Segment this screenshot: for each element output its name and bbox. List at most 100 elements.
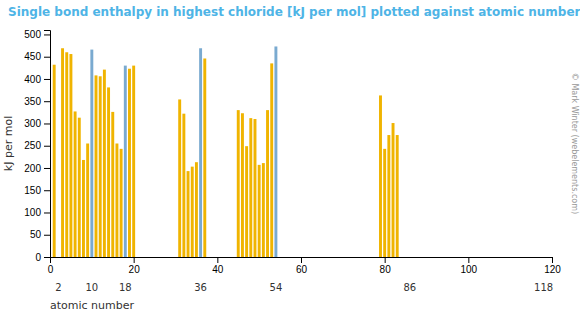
y-tick-label: 450 bbox=[24, 51, 41, 62]
period-label: 118 bbox=[534, 282, 553, 293]
bar bbox=[132, 66, 135, 257]
y-tick: 500 bbox=[24, 29, 50, 40]
x-tick: 0 bbox=[48, 257, 54, 275]
y-tick-mark bbox=[44, 168, 50, 169]
x-tick-mark bbox=[301, 257, 302, 263]
y-tick-mark bbox=[44, 190, 50, 191]
bar bbox=[78, 118, 81, 257]
y-tick-label: 0 bbox=[35, 252, 41, 263]
period-label: 10 bbox=[85, 282, 98, 293]
x-tick-label: 40 bbox=[212, 264, 224, 275]
bar bbox=[90, 50, 93, 257]
bar bbox=[262, 163, 265, 257]
x-tick-label: 0 bbox=[48, 264, 54, 275]
y-tick-mark bbox=[44, 235, 50, 236]
y-tick-mark bbox=[44, 146, 50, 147]
y-tick: 350 bbox=[24, 96, 50, 107]
bar bbox=[199, 48, 202, 257]
y-tick-mark bbox=[44, 57, 50, 58]
bar bbox=[274, 46, 277, 257]
y-axis-line bbox=[44, 31, 51, 258]
bar bbox=[241, 113, 244, 257]
x-tick-label: 60 bbox=[296, 264, 308, 275]
bar bbox=[245, 146, 248, 257]
y-tick-mark bbox=[44, 101, 50, 102]
y-tick-label: 100 bbox=[24, 207, 41, 218]
y-tick-label: 150 bbox=[24, 185, 41, 196]
x-tick-label: 80 bbox=[380, 264, 392, 275]
period-label: 54 bbox=[270, 282, 283, 293]
y-tick-mark bbox=[44, 123, 50, 124]
x-tick: 100 bbox=[460, 257, 477, 275]
bar bbox=[74, 111, 77, 257]
bar bbox=[182, 114, 185, 257]
bar bbox=[53, 65, 56, 257]
bar bbox=[237, 110, 240, 257]
bar bbox=[396, 135, 399, 257]
x-axis: 0 20 40 60 80 100 120 bbox=[48, 257, 562, 275]
bar bbox=[178, 99, 181, 257]
x-tick: 60 bbox=[296, 257, 308, 275]
period-label: 18 bbox=[119, 282, 132, 293]
bar bbox=[103, 70, 106, 257]
bar bbox=[195, 162, 198, 257]
bar bbox=[82, 160, 85, 257]
x-tick: 20 bbox=[129, 257, 141, 275]
bar bbox=[383, 149, 386, 257]
bar bbox=[379, 95, 382, 257]
x-tick-label: 20 bbox=[129, 264, 141, 275]
y-tick-label: 50 bbox=[30, 229, 42, 240]
x-tick-mark bbox=[385, 257, 386, 263]
y-tick: 450 bbox=[24, 51, 50, 62]
bar bbox=[115, 144, 118, 258]
bar bbox=[392, 123, 395, 257]
y-tick-mark bbox=[44, 34, 50, 35]
y-tick-mark bbox=[44, 212, 50, 213]
bar bbox=[258, 165, 261, 257]
x-tick-label: 120 bbox=[544, 264, 561, 275]
y-tick-label: 500 bbox=[24, 29, 41, 40]
y-tick: 100 bbox=[24, 207, 50, 218]
y-tick: 300 bbox=[24, 118, 50, 129]
bar bbox=[191, 167, 194, 257]
x-tick-mark bbox=[217, 257, 218, 263]
chart: 0 20 40 60 80 100 120 0 50 100 150 200 250 300 350 400 4… bbox=[0, 0, 580, 315]
x-axis-line bbox=[51, 258, 553, 264]
bar bbox=[254, 119, 257, 257]
y-tick-label: 300 bbox=[24, 118, 41, 129]
y-tick: 250 bbox=[24, 140, 50, 151]
y-tick-mark bbox=[44, 79, 50, 80]
y-tick-label: 350 bbox=[24, 96, 41, 107]
credit: © Mark Winter (webelements.com) bbox=[570, 73, 579, 214]
period-label: 2 bbox=[55, 282, 61, 293]
bar bbox=[120, 149, 123, 257]
bar bbox=[203, 58, 206, 257]
y-tick-label: 400 bbox=[24, 74, 41, 85]
plot: 0 20 40 60 80 100 120 0 50 100 150 200 250 300 350 400 4… bbox=[24, 29, 561, 275]
y-tick-label: 250 bbox=[24, 140, 41, 151]
bar bbox=[86, 144, 89, 258]
x-tick-label: 100 bbox=[460, 264, 477, 275]
bars bbox=[53, 46, 399, 257]
bar bbox=[95, 75, 98, 257]
bar bbox=[387, 135, 390, 257]
bar bbox=[65, 52, 68, 257]
y-tick: 400 bbox=[24, 74, 50, 85]
x-tick: 80 bbox=[380, 257, 392, 275]
title: Single bond enthalpy in highest chloride… bbox=[8, 5, 580, 19]
bar bbox=[124, 66, 127, 257]
x-tick-mark bbox=[134, 257, 135, 263]
bar bbox=[187, 171, 190, 257]
y-tick: 150 bbox=[24, 185, 50, 196]
y-tick: 50 bbox=[30, 229, 50, 240]
y-tick: 200 bbox=[24, 163, 50, 174]
bar bbox=[249, 118, 252, 257]
bar bbox=[69, 54, 72, 257]
bar bbox=[107, 87, 110, 257]
bar bbox=[128, 69, 131, 257]
x-tick-mark bbox=[552, 257, 553, 263]
bar bbox=[270, 63, 273, 257]
period-label: 86 bbox=[403, 282, 416, 293]
y-axis-title: kJ per mol bbox=[2, 116, 15, 171]
y-tick: 0 bbox=[35, 252, 50, 263]
